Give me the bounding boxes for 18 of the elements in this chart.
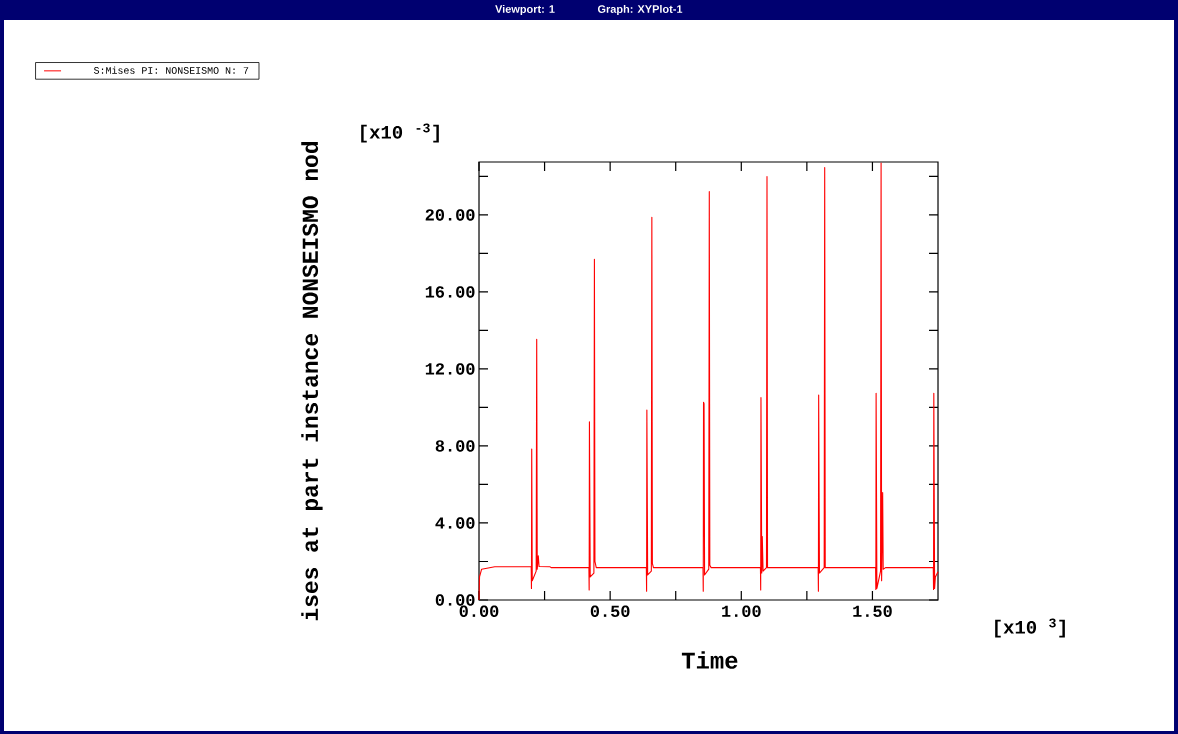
x-tick-label: 0.50	[590, 605, 630, 618]
text: [x10 $^{-3}$]	[361, 123, 439, 143]
y-tick-label: 8.00	[435, 440, 475, 452]
y-tick-label: 20.00	[425, 209, 475, 221]
y-tick-label: 0.00	[435, 594, 475, 606]
y-tick-label: 16.00	[425, 286, 475, 298]
chart-title: Viewport: 1	[495, 4, 555, 16]
text: [x10 $^{3}$]	[995, 618, 1065, 638]
chart-subtitle: Graph: XYPlot-1	[597, 4, 683, 16]
x-tick-label: 1.50	[853, 605, 892, 618]
x-axis-title: Time	[681, 651, 738, 669]
x-tick-label: 1.00	[722, 605, 761, 618]
line-series	[478, 162, 939, 601]
x-tick-label: 0.00	[459, 605, 499, 618]
y-tick-label: 4.00	[435, 517, 475, 529]
text: S:Mises PI: NONSEISMO N: 7	[93, 66, 249, 74]
y-axis-title: ises at part instance NONSEISMO nod	[301, 141, 323, 621]
y-tick-label: 12.00	[425, 363, 475, 375]
